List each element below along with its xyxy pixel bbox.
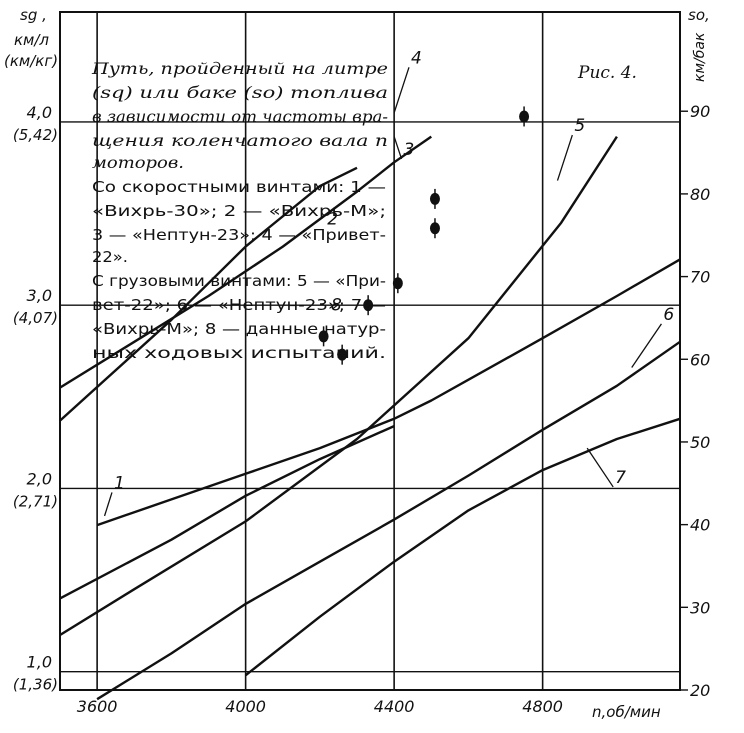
curves (59, 135, 681, 701)
right-tick-label: 40 (690, 516, 710, 535)
curve-label-8: 8 (331, 296, 342, 316)
x-tick-label: 3600 (77, 697, 118, 716)
right-axis-label-1: so, (688, 6, 710, 24)
y-tick-label: 1,0 (27, 653, 52, 672)
y-tick-alt-label: (2,71) (13, 492, 58, 510)
curve-label-7: 7 (615, 468, 626, 488)
curve-label-leader (556, 134, 573, 181)
series-line-4 (59, 166, 358, 422)
curve-label-6: 6 (663, 305, 674, 325)
y-tick-label: 3,0 (27, 286, 52, 305)
caption-line: 22». (92, 248, 128, 266)
left-axis-label-2: км/л (14, 31, 49, 49)
caption-line: Путь, пройденный на литре (91, 59, 388, 78)
right-tick-label: 50 (690, 433, 710, 452)
x-tick-label: 4800 (522, 697, 563, 716)
curve-label-leader (631, 323, 662, 368)
grid (59, 11, 688, 691)
series-line-6 (96, 340, 681, 701)
series-line-7 (244, 417, 681, 677)
caption-line: вет-22»; 6 — «Нептун-23»; 7 — (92, 296, 386, 314)
y-tick-label: 2,0 (27, 469, 52, 488)
curve-label-3: 3 (404, 140, 415, 160)
right-tick-label: 60 (690, 350, 710, 369)
curve-label-5: 5 (574, 116, 585, 136)
left-axis-label-1: sg , (20, 6, 47, 24)
right-axis-label-2: км/бак (692, 32, 708, 82)
caption-line: «Вихрь-30»; 2 — «Вихрь-М»; (92, 202, 386, 220)
series-line-1 (96, 258, 681, 527)
figure-label: Рис. 4. (577, 63, 637, 83)
caption-line: моторов. (92, 153, 184, 172)
caption-line: «Вихрь-М»; 8 — данные натур- (92, 320, 386, 338)
y-tick-alt-label: (4,07) (13, 309, 58, 327)
right-tick-label: 30 (690, 598, 710, 617)
caption-line: С грузовыми винтами: 5 — «При- (92, 272, 386, 290)
ticks: 3600 4000 4400 4800 1,0 (1,36) 2,0 (2,71) 3,0 (4,… (13, 102, 710, 716)
y-tick-label: 4,0 (27, 103, 52, 122)
caption-line: в зависимости от частоты вра- (92, 107, 388, 126)
curve-label-leader (586, 447, 614, 488)
curve-label-leader (393, 136, 403, 160)
series-line-3 (59, 135, 432, 389)
x-tick-label: 4400 (374, 697, 415, 716)
caption-line: ных ходовых испытаний. (92, 344, 386, 362)
left-axis-label-3: (км/кг) (4, 52, 58, 70)
series-line-5 (59, 135, 618, 637)
y-tick-alt-label: (1,36) (13, 676, 58, 694)
right-tick-label: 20 (690, 681, 710, 700)
caption-line: Со скоростными винтами: 1 — (92, 178, 386, 196)
plot-frame (59, 11, 681, 691)
curve-label-4: 4 (411, 48, 422, 68)
curve-label-leader (393, 67, 410, 113)
curve-label-1: 1 (114, 473, 125, 493)
y-tick-alt-label: (5,42) (13, 126, 58, 144)
curve-labels: 1 3 4 5 6 7 2 8 (103, 48, 674, 517)
curve-label-leader (103, 492, 113, 517)
caption-line: 3 — «Нептун-23»; 4 — «Привет- (92, 226, 386, 244)
points-8 (318, 106, 530, 365)
series-line-2 (59, 425, 395, 600)
right-tick-label: 90 (690, 102, 710, 121)
right-tick-label: 80 (690, 185, 710, 204)
caption-line: щения коленчатого вала n (92, 131, 388, 150)
caption-line: (sq) или баке (so) топлива (92, 83, 388, 102)
x-tick-label: 4000 (225, 697, 266, 716)
right-tick-label: 70 (690, 268, 710, 287)
x-axis-label: n,об/мин (592, 703, 661, 721)
caption: Путь, пройденный на литре (sq) или баке (… (91, 59, 388, 362)
curve-label-2: 2 (327, 210, 338, 230)
